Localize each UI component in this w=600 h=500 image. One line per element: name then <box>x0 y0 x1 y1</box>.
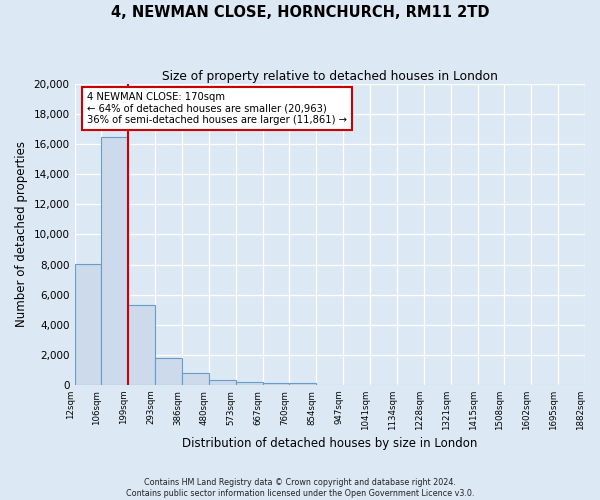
Text: 4, NEWMAN CLOSE, HORNCHURCH, RM11 2TD: 4, NEWMAN CLOSE, HORNCHURCH, RM11 2TD <box>111 5 489 20</box>
Bar <box>209 380 236 385</box>
Bar <box>101 137 128 385</box>
Y-axis label: Number of detached properties: Number of detached properties <box>15 142 28 328</box>
Text: Contains HM Land Registry data © Crown copyright and database right 2024.
Contai: Contains HM Land Registry data © Crown c… <box>126 478 474 498</box>
Bar <box>236 382 263 385</box>
Bar <box>182 373 209 385</box>
X-axis label: Distribution of detached houses by size in London: Distribution of detached houses by size … <box>182 437 478 450</box>
Title: Size of property relative to detached houses in London: Size of property relative to detached ho… <box>162 70 498 83</box>
Bar <box>263 384 289 385</box>
Bar <box>155 358 182 385</box>
Bar <box>74 264 101 385</box>
Text: 4 NEWMAN CLOSE: 170sqm
← 64% of detached houses are smaller (20,963)
36% of semi: 4 NEWMAN CLOSE: 170sqm ← 64% of detached… <box>88 92 347 125</box>
Bar <box>128 305 155 385</box>
Bar <box>289 384 316 385</box>
